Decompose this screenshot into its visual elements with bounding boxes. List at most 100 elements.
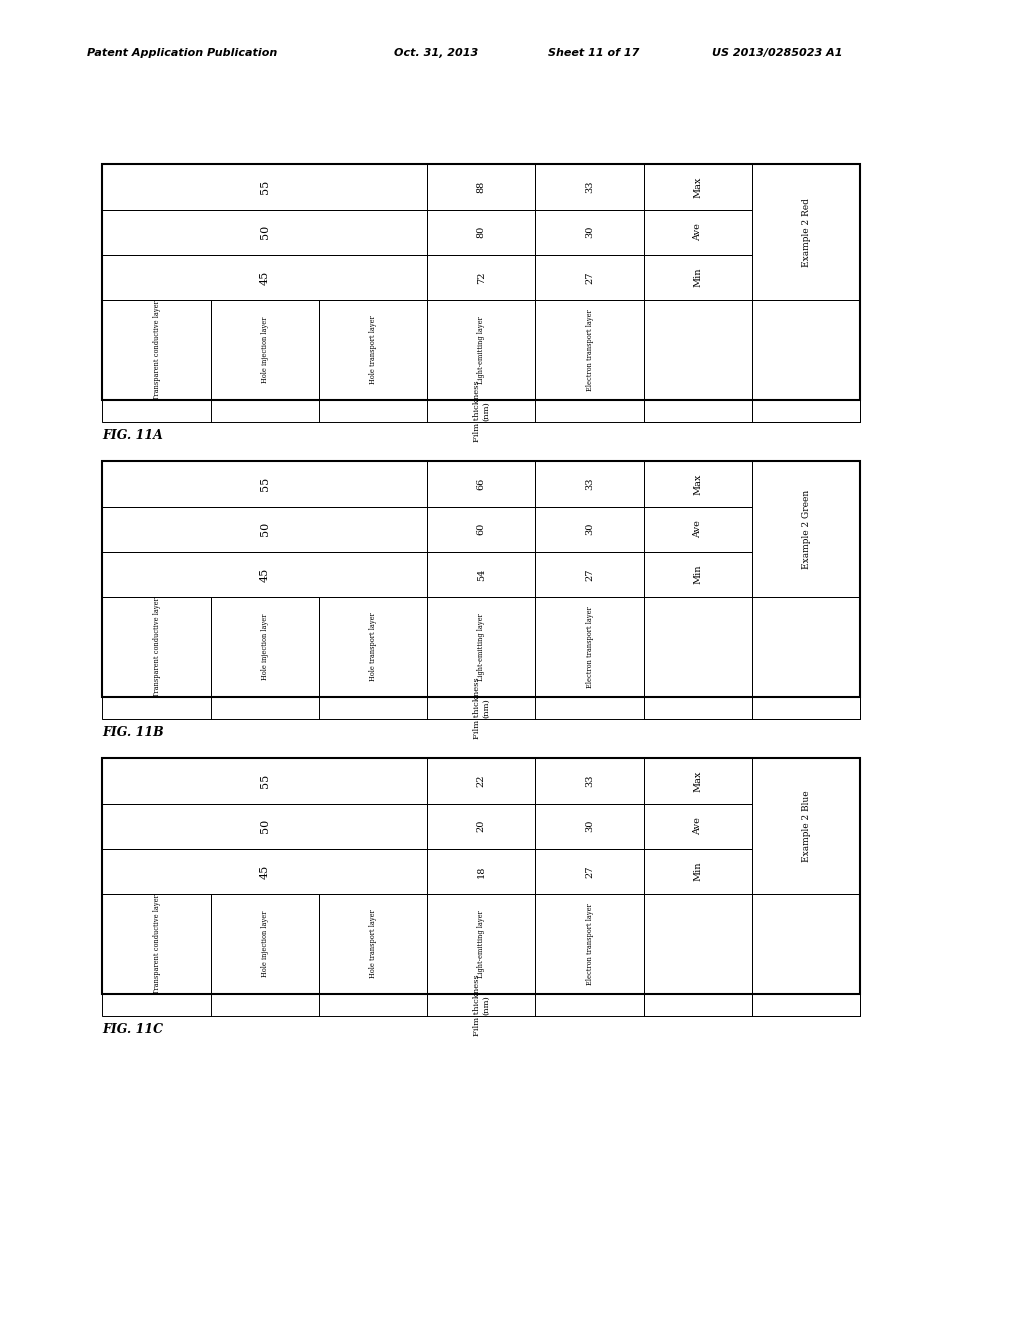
Bar [752, 895, 860, 994]
Text: Film thickness
(nm): Film thickness (nm) [473, 677, 489, 739]
Text: 60: 60 [477, 523, 485, 536]
Bar [644, 598, 752, 697]
Bar [752, 758, 860, 895]
Bar [427, 598, 536, 697]
Text: Electron transport layer: Electron transport layer [586, 903, 594, 985]
Text: Ave: Ave [693, 520, 702, 539]
Bar [644, 552, 752, 598]
Bar [752, 461, 860, 598]
Bar [427, 507, 536, 552]
Text: Transparent conductive layer: Transparent conductive layer [153, 894, 161, 994]
Bar [102, 994, 860, 1016]
Text: 88: 88 [477, 181, 485, 193]
Bar [102, 758, 860, 994]
Bar [427, 164, 536, 210]
Text: 45: 45 [260, 271, 269, 285]
Bar [102, 461, 860, 697]
Bar [644, 507, 752, 552]
Text: 55: 55 [260, 774, 269, 788]
Text: 72: 72 [477, 272, 485, 284]
Bar [644, 994, 752, 1016]
Bar [644, 895, 752, 994]
Text: 27: 27 [585, 866, 594, 878]
Bar [102, 461, 427, 507]
Bar [211, 598, 318, 697]
Bar [644, 301, 752, 400]
Text: Ave: Ave [693, 817, 702, 836]
Text: 50: 50 [260, 226, 269, 239]
Text: Max: Max [693, 176, 702, 198]
Bar [102, 758, 427, 804]
Bar [536, 758, 644, 804]
Text: Hole transport layer: Hole transport layer [369, 909, 377, 978]
Bar [318, 598, 427, 697]
Text: 22: 22 [477, 775, 485, 787]
Text: Hole injection layer: Hole injection layer [261, 317, 268, 383]
Text: Example 2 Blue: Example 2 Blue [802, 791, 811, 862]
Text: FIG. 11C: FIG. 11C [102, 1023, 164, 1036]
Bar [752, 598, 860, 697]
Bar [644, 255, 752, 301]
Text: 50: 50 [260, 523, 269, 536]
Bar [102, 895, 211, 994]
Bar [536, 895, 644, 994]
Bar [102, 164, 860, 400]
Text: Min: Min [693, 565, 702, 585]
Text: Example 2 Green: Example 2 Green [802, 490, 811, 569]
Text: 55: 55 [260, 477, 269, 491]
Bar [102, 210, 427, 255]
Text: Light-emitting layer: Light-emitting layer [477, 317, 485, 384]
Bar [536, 552, 644, 598]
Bar [102, 697, 860, 719]
Text: Electron transport layer: Electron transport layer [586, 606, 594, 688]
Bar [102, 598, 211, 697]
Bar [644, 461, 752, 507]
Text: US 2013/0285023 A1: US 2013/0285023 A1 [712, 48, 842, 58]
Text: Example 2 Red: Example 2 Red [802, 198, 811, 267]
Bar [536, 255, 644, 301]
Bar [752, 400, 860, 422]
Bar [536, 461, 644, 507]
Text: 45: 45 [260, 865, 269, 879]
Text: 18: 18 [477, 866, 485, 878]
Bar [536, 210, 644, 255]
Bar [752, 697, 860, 719]
Bar [536, 301, 644, 400]
Text: Max: Max [693, 770, 702, 792]
Text: Transparent conductive layer: Transparent conductive layer [153, 597, 161, 697]
Text: Min: Min [693, 268, 702, 288]
Bar [211, 301, 318, 400]
Bar [644, 164, 752, 210]
Text: Electron transport layer: Electron transport layer [586, 309, 594, 391]
Text: 55: 55 [260, 180, 269, 194]
Bar [102, 849, 427, 895]
Text: 45: 45 [260, 568, 269, 582]
Bar [644, 849, 752, 895]
Bar [752, 994, 860, 1016]
Text: FIG. 11A: FIG. 11A [102, 429, 163, 442]
Text: 27: 27 [585, 569, 594, 581]
Bar [752, 301, 860, 400]
Text: Ave: Ave [693, 223, 702, 242]
Bar [427, 758, 536, 804]
Bar [102, 400, 860, 422]
Bar [427, 552, 536, 598]
Bar [102, 301, 211, 400]
Text: 54: 54 [477, 569, 485, 581]
Text: 33: 33 [585, 478, 594, 490]
Bar [211, 895, 318, 994]
Text: 33: 33 [585, 181, 594, 193]
Text: 20: 20 [477, 820, 485, 833]
Text: Hole transport layer: Hole transport layer [369, 612, 377, 681]
Bar [427, 210, 536, 255]
Bar [536, 804, 644, 849]
Bar [644, 400, 752, 422]
Text: Oct. 31, 2013: Oct. 31, 2013 [394, 48, 478, 58]
Bar [752, 164, 860, 301]
Bar [536, 164, 644, 210]
Bar [644, 758, 752, 804]
Text: 27: 27 [585, 272, 594, 284]
Bar [644, 804, 752, 849]
Bar [102, 164, 427, 210]
Bar [102, 507, 427, 552]
